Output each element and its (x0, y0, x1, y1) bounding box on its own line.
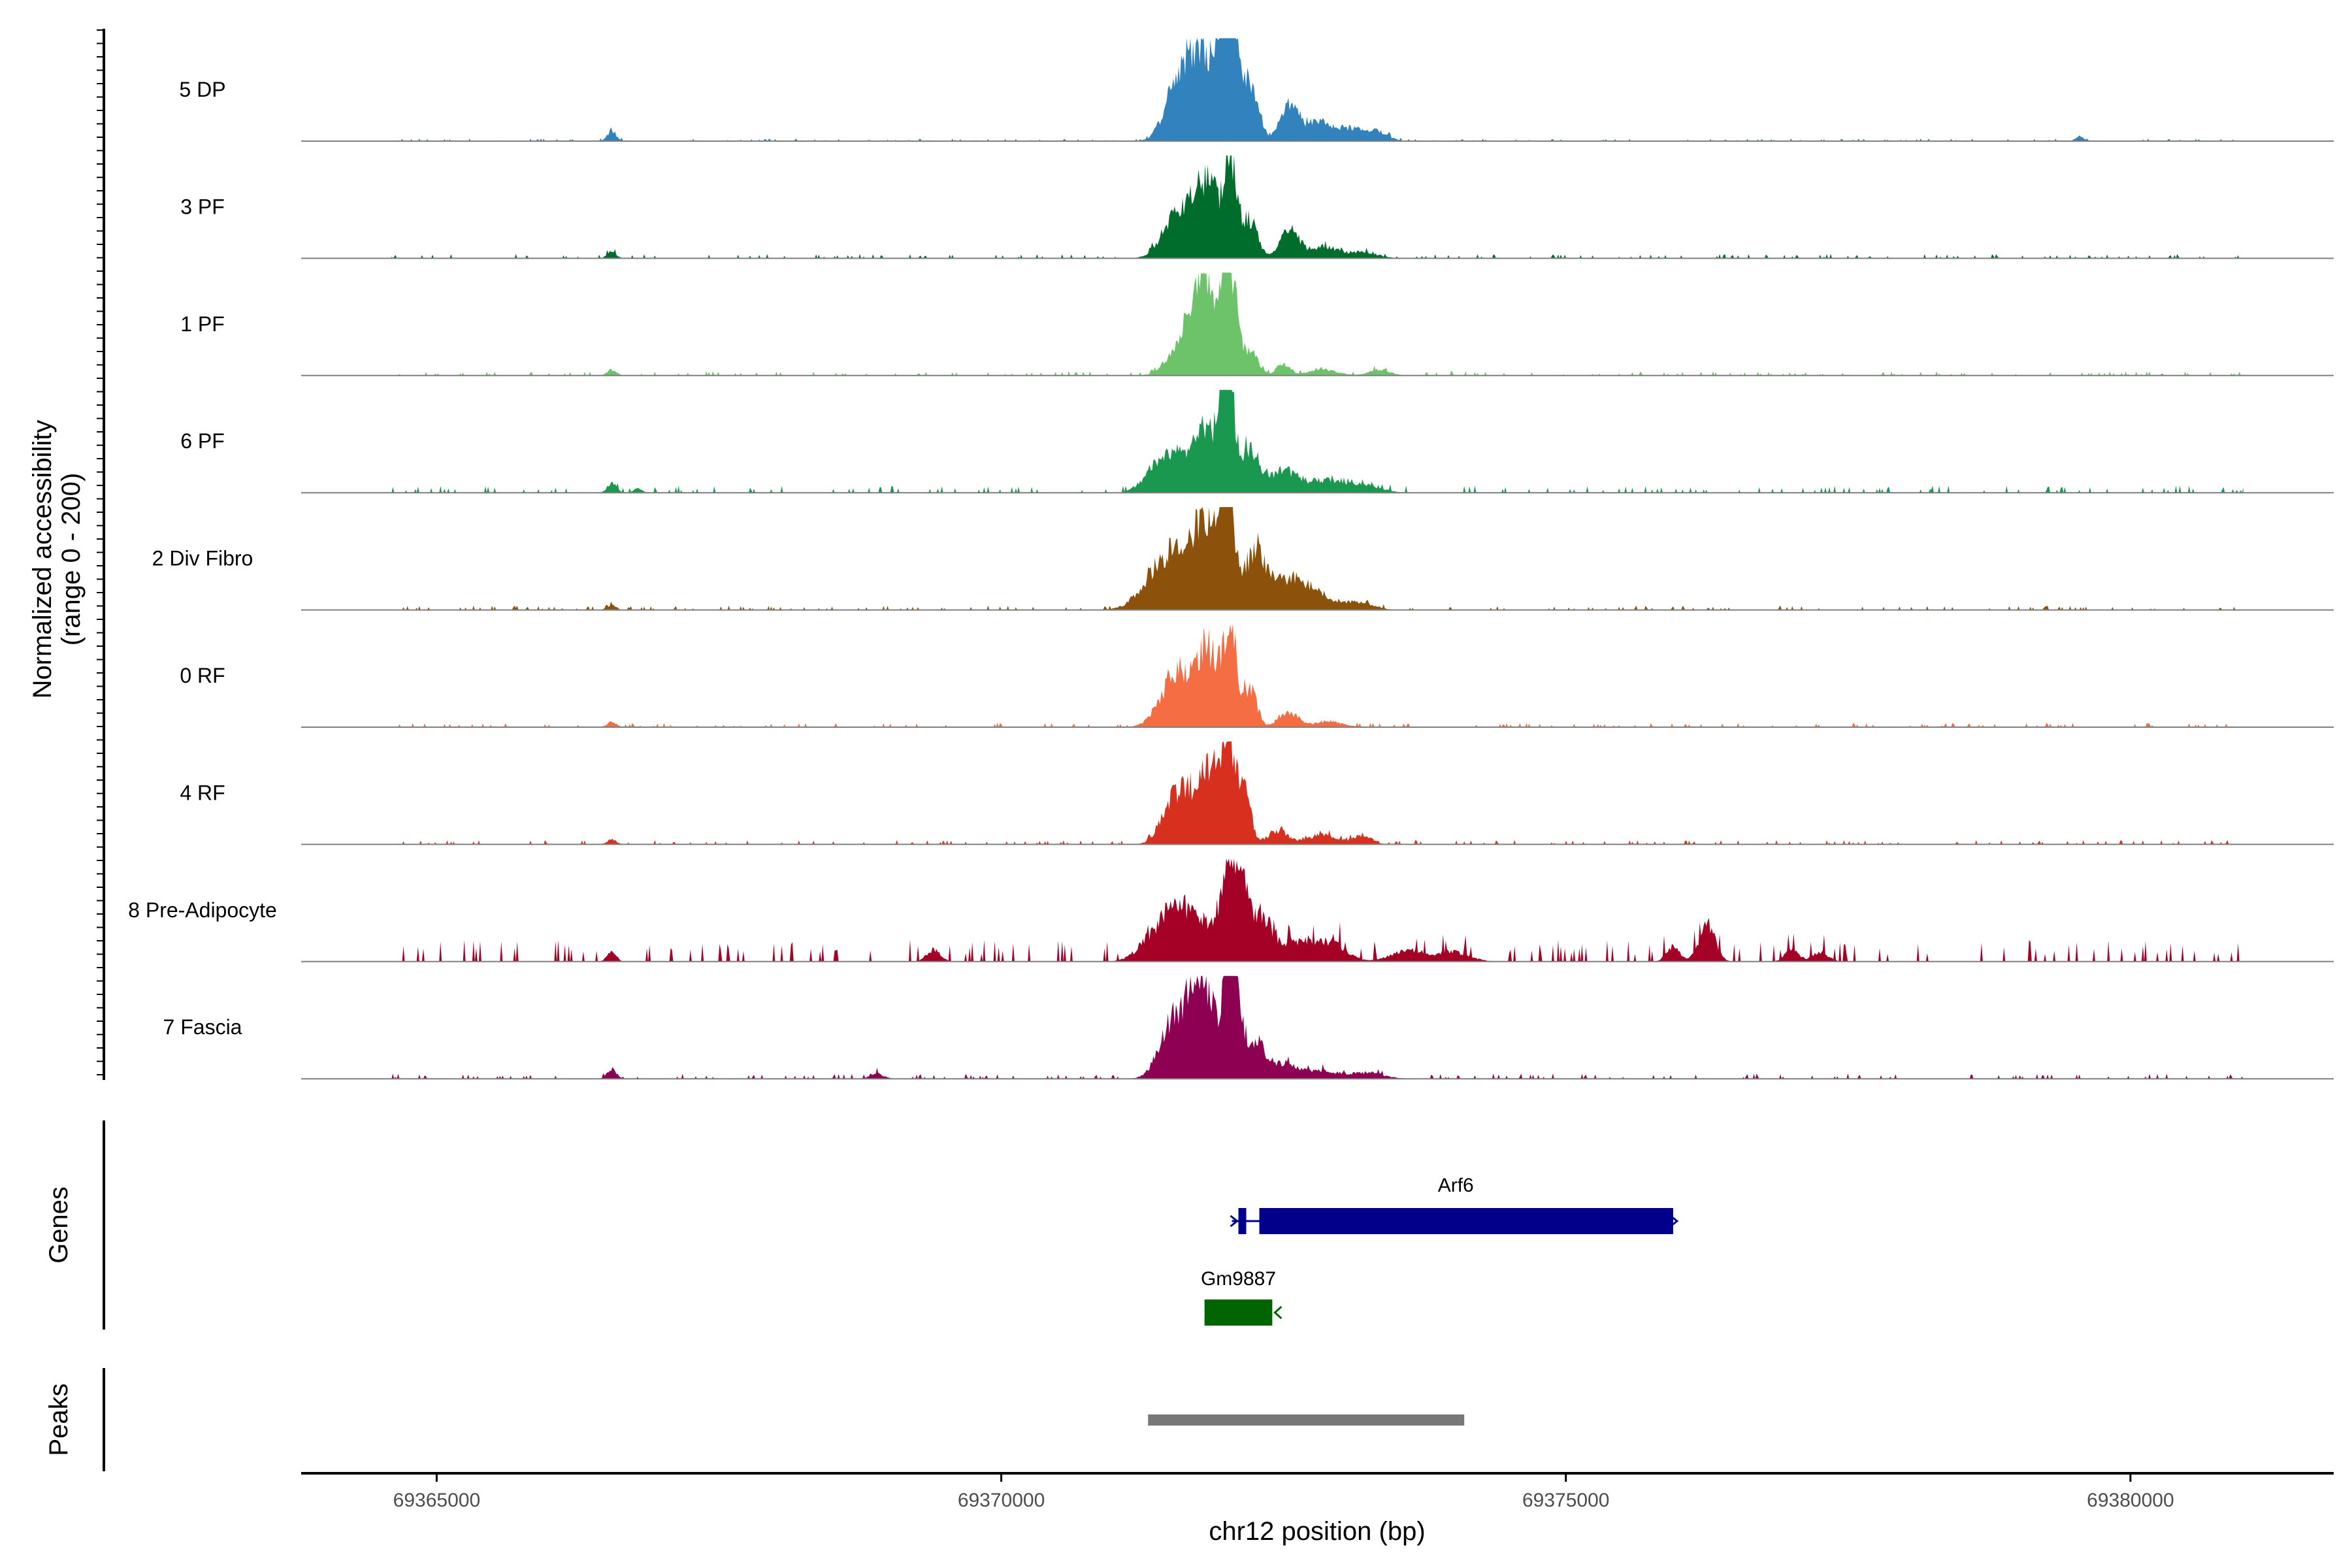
gene-annotations: Arf6 Gm9887 (1201, 1175, 1679, 1326)
gene-exon (1238, 1208, 1247, 1234)
gene-gm9887: Gm9887 (1201, 1268, 1282, 1326)
gene-arf6: Arf6 (1230, 1175, 1679, 1234)
track-label: 4 RF (180, 781, 225, 804)
coverage-track: 4 RF (180, 741, 2334, 845)
y-axis-title-line1: Normalized accessibility (28, 420, 57, 699)
coverage-track: 6 PF (180, 389, 2334, 494)
track-label: 2 Div Fibro (152, 547, 253, 570)
track-label: 0 RF (180, 664, 225, 687)
gene-label: Gm9887 (1201, 1268, 1276, 1290)
coverage-area-pf6 (391, 389, 2244, 493)
gene-label: Arf6 (1438, 1175, 1474, 1196)
peaks-panel-title: Peaks (44, 1383, 73, 1456)
y-axis-title-line2: (range 0 - 200) (57, 473, 86, 646)
track-label: 7 Fascia (163, 1015, 242, 1039)
peak-region (1148, 1414, 1465, 1426)
peak-regions (1148, 1414, 1465, 1426)
strand-arrow-icon (1669, 1215, 1679, 1228)
strand-arrow-icon (1273, 1305, 1282, 1320)
coverage-area-pre (391, 858, 2244, 962)
coverage-y-axis-ticks (97, 29, 104, 1075)
x-axis-title: chr12 position (bp) (1209, 1517, 1425, 1546)
gene-exon (1204, 1299, 1273, 1326)
coverage-area-fas (391, 975, 2244, 1079)
gene-exon (1259, 1208, 1673, 1234)
coverage-area-pf3 (391, 155, 2244, 259)
coverage-area-div (391, 507, 2244, 610)
coverage-track: 8 Pre-Adipocyte (128, 858, 2334, 962)
coverage-area-rf4 (391, 741, 2244, 845)
x-tick-label: 69375000 (1522, 1490, 1609, 1511)
coverage-area-rf0 (391, 624, 2244, 727)
track-label: 6 PF (180, 429, 225, 453)
track-label: 1 PF (180, 312, 225, 336)
genes-panel-title: Genes (44, 1186, 73, 1264)
x-tick-label: 69365000 (393, 1490, 480, 1511)
coverage-area-dp (391, 38, 2244, 141)
strand-arrow-icon (1230, 1215, 1239, 1228)
coverage-track: 0 RF (180, 624, 2334, 728)
coverage-track: 2 Div Fibro (152, 507, 2334, 611)
coverage-area-pf1 (391, 272, 2244, 376)
track-label: 5 DP (179, 78, 225, 101)
track-label: 8 Pre-Adipocyte (128, 898, 277, 922)
coverage-tracks: 5 DP 3 PF 1 PF 6 PF 2 Div Fibro 0 RF 4 RF 8 Pre… (128, 38, 2334, 1080)
x-tick-label: 69380000 (2087, 1490, 2174, 1511)
x-axis-ticks: 69365000 69370000 69375000 69380000 (393, 1473, 2174, 1511)
coverage-track: 3 PF (180, 155, 2334, 259)
coverage-track: 1 PF (180, 272, 2334, 376)
coverage-track: 7 Fascia (163, 975, 2334, 1080)
x-tick-label: 69370000 (958, 1490, 1045, 1511)
track-label: 3 PF (180, 195, 225, 218)
coverage-track: 5 DP (179, 38, 2334, 142)
